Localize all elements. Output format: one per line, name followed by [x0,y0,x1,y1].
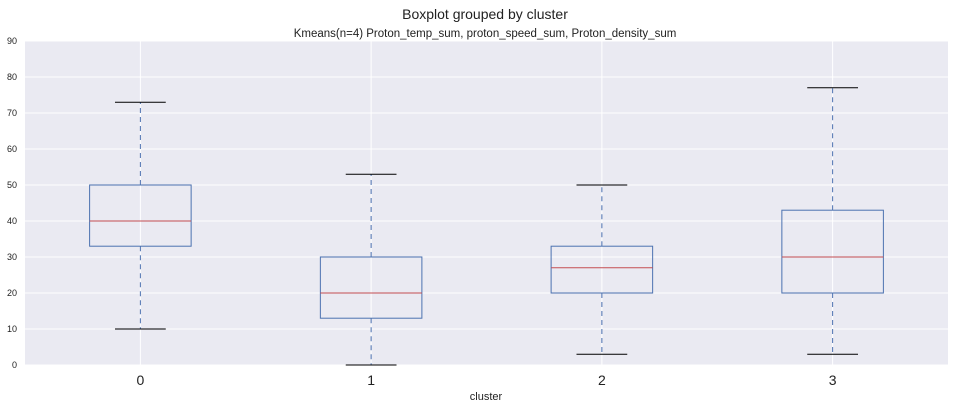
y-tick-label: 60 [7,144,17,154]
y-tick-label: 80 [7,72,17,82]
x-axis-label: cluster [470,391,503,403]
box-3 [781,87,884,355]
x-axis-ticks: 0 1 2 3 [136,372,836,388]
y-tick-label: 0 [12,360,17,370]
iqr-box [89,184,192,247]
y-tick-label: 10 [7,324,17,334]
chart-title: Kmeans(n=4) Proton_temp_sum, proton_spee… [294,28,677,40]
box-series [89,87,884,366]
y-tick-label: 90 [7,36,17,46]
y-tick-label: 40 [7,216,17,226]
x-tick-label: 3 [829,372,837,388]
box-1 [319,173,423,366]
y-tick-label: 50 [7,180,17,190]
plot-area [25,41,948,365]
iqr-box [781,209,884,294]
x-tick-label: 1 [367,372,375,388]
box-2 [550,184,654,355]
iqr-box [319,256,423,319]
box-0 [89,101,192,330]
x-tick-label: 0 [136,372,144,388]
y-axis-ticks: 0 10 20 30 40 50 60 70 80 90 [7,36,17,370]
chart-suptitle: Boxplot grouped by cluster [402,6,568,22]
y-tick-label: 70 [7,108,17,118]
y-tick-label: 30 [7,252,17,262]
y-tick-label: 20 [7,288,17,298]
iqr-box [550,245,654,294]
x-tick-label: 2 [598,372,606,388]
